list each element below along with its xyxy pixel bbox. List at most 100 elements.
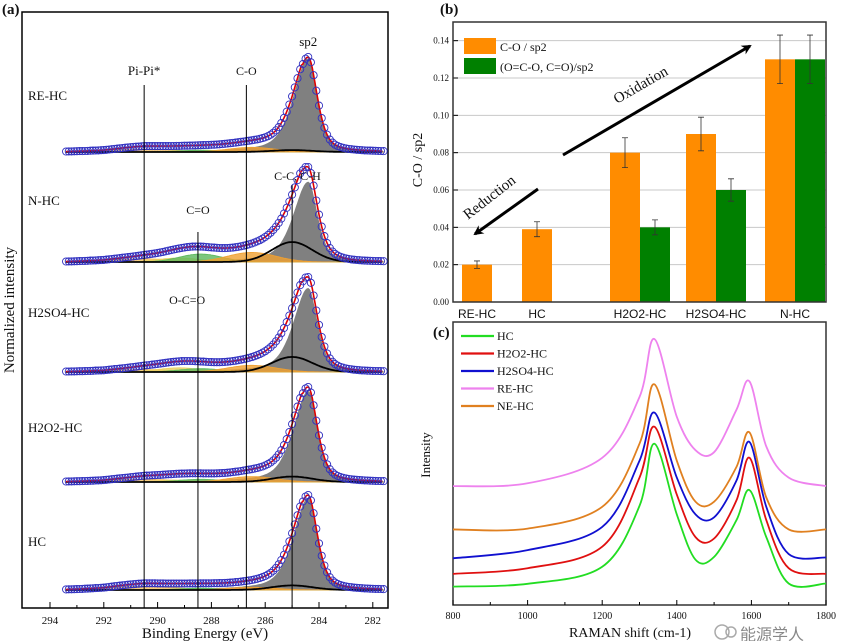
data-point [83, 476, 92, 485]
data-point [239, 577, 248, 586]
data-point [207, 469, 216, 478]
spectrum-h2so4-hc [62, 272, 388, 376]
data-point [277, 214, 286, 223]
data-point [196, 579, 205, 588]
data-point [70, 367, 79, 376]
data-point [185, 469, 194, 478]
data-point [94, 366, 103, 375]
data-point [99, 476, 108, 485]
data-point [115, 474, 124, 483]
data-point [215, 358, 224, 367]
data-point [355, 366, 364, 375]
data-point [121, 143, 130, 152]
bar-hc-series-0 [522, 229, 552, 302]
data-point [188, 469, 197, 478]
data-point [180, 579, 189, 588]
data-point [234, 577, 243, 586]
data-point [215, 243, 224, 253]
data-point [293, 176, 302, 185]
data-point [188, 579, 197, 588]
data-point [349, 365, 359, 374]
data-point [239, 137, 248, 146]
data-point [226, 139, 235, 148]
label-c-o: C-O [236, 64, 257, 78]
data-point [62, 257, 71, 266]
data-point [121, 253, 130, 262]
data-point [218, 578, 227, 588]
data-point [347, 475, 356, 484]
data-point [172, 579, 181, 588]
data-point [317, 114, 326, 123]
data-point [118, 364, 127, 373]
data-point [215, 579, 224, 588]
data-point [78, 367, 87, 376]
error-bar [728, 178, 734, 202]
data-point [123, 253, 133, 262]
data-point [368, 476, 377, 485]
label-sp2: sp2 [299, 34, 317, 49]
data-point [366, 584, 375, 593]
data-point [263, 570, 272, 579]
data-point [62, 477, 71, 486]
data-point [360, 256, 369, 265]
data-point [226, 357, 235, 366]
data-point [355, 256, 364, 265]
data-point [263, 230, 272, 240]
data-point [363, 584, 372, 593]
data-point [121, 473, 130, 482]
data-point [228, 468, 237, 477]
data-point [183, 579, 192, 588]
data-point [245, 465, 254, 474]
data-point [341, 144, 350, 153]
bar-n-hc-series-0 [765, 59, 795, 303]
data-point [285, 311, 294, 320]
data-point [110, 365, 119, 374]
data-point [183, 469, 192, 478]
data-point [379, 257, 388, 266]
data-point [91, 584, 100, 593]
data-point [282, 435, 291, 444]
data-point [118, 143, 127, 153]
data-point [75, 147, 84, 156]
y-axis-label: Normalized intensity [2, 246, 18, 373]
data-point [161, 142, 170, 151]
data-point [285, 100, 294, 109]
data-point [347, 583, 356, 592]
data-point [226, 243, 235, 252]
data-point [282, 544, 291, 553]
data-point [349, 475, 359, 484]
data-point [266, 130, 275, 139]
data-point [207, 243, 216, 252]
data-point [156, 579, 165, 588]
sample-label: HC [28, 534, 46, 549]
data-point [220, 244, 229, 253]
data-point [169, 357, 178, 366]
data-point [374, 476, 383, 486]
data-point [341, 582, 350, 591]
data-point [215, 140, 224, 149]
data-point [115, 254, 124, 263]
data-point [70, 477, 79, 486]
panel-label: (c) [433, 325, 450, 341]
data-point [150, 360, 159, 369]
envelope-line [66, 275, 383, 373]
x-tick-label: 294 [42, 615, 59, 627]
data-point [118, 473, 127, 483]
data-point [212, 469, 221, 478]
data-point [293, 288, 302, 297]
x-axis-label: RAMAN shift (cm-1) [569, 626, 691, 641]
watermark-text: 能源学人 [740, 626, 804, 641]
data-point [236, 355, 246, 364]
legend-label: C-O / sp2 [500, 40, 547, 54]
data-point [360, 476, 369, 485]
x-category-label: H2O2-HC [614, 307, 667, 321]
data-point [156, 359, 165, 368]
data-point [290, 183, 299, 192]
data-point [107, 475, 116, 484]
legend-label: (O=C-O, C=O)/sp2 [500, 60, 594, 74]
data-point [97, 256, 106, 265]
data-point [314, 320, 324, 329]
x-tick-label: 1200 [592, 611, 612, 622]
data-point [196, 469, 205, 478]
data-point [261, 347, 270, 356]
